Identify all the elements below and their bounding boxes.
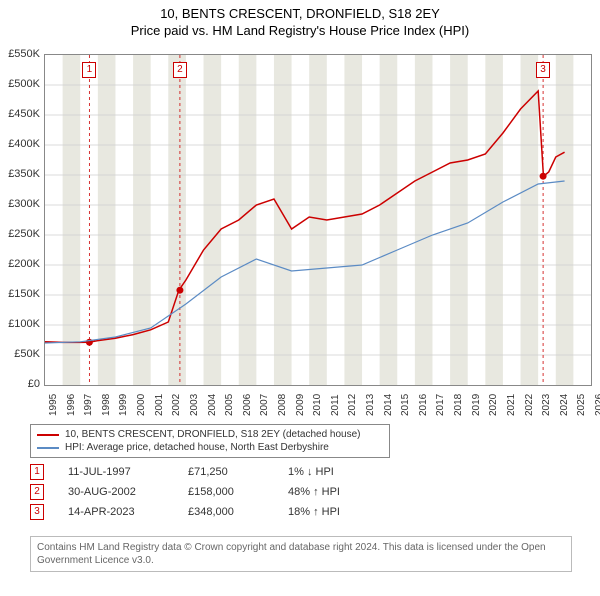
y-axis-tick-label: £400K	[0, 138, 40, 150]
transaction-date: 11-JUL-1997	[68, 466, 188, 478]
chart-plot-area	[44, 54, 592, 386]
x-axis-tick-label: 2026	[594, 394, 600, 416]
y-axis-tick-label: £150K	[0, 288, 40, 300]
y-axis-tick-label: £50K	[0, 348, 40, 360]
transaction-row: 1 11-JUL-1997£71,2501% ↓ HPI	[30, 462, 572, 482]
transactions-table: 1 11-JUL-1997£71,2501% ↓ HPI 2 30-AUG-2002£…	[30, 462, 572, 522]
x-axis-tick-label: 2013	[365, 394, 376, 416]
y-axis-tick-label: £0	[0, 378, 40, 390]
x-axis-tick-label: 2006	[242, 394, 253, 416]
x-axis-tick-label: 1995	[48, 394, 59, 416]
x-axis-tick-label: 2019	[471, 394, 482, 416]
x-axis-tick-label: 2004	[207, 394, 218, 416]
y-axis-tick-label: £350K	[0, 168, 40, 180]
x-axis-tick-label: 2016	[418, 394, 429, 416]
chart-svg	[45, 55, 591, 385]
y-axis-tick-label: £250K	[0, 228, 40, 240]
x-axis-tick-label: 2008	[277, 394, 288, 416]
y-axis-tick-label: £500K	[0, 78, 40, 90]
legend-swatch-1	[37, 447, 59, 449]
x-axis-tick-label: 2017	[435, 394, 446, 416]
x-axis-tick-label: 2022	[524, 394, 535, 416]
x-axis-tick-label: 2021	[506, 394, 517, 416]
x-axis-tick-label: 2007	[259, 394, 270, 416]
x-axis-tick-label: 2024	[559, 394, 570, 416]
x-axis-tick-label: 1999	[118, 394, 129, 416]
x-axis-tick-label: 2012	[347, 394, 358, 416]
chart-subtitle: Price paid vs. HM Land Registry's House …	[0, 23, 600, 38]
transaction-pct: 48% ↑ HPI	[288, 486, 408, 498]
x-axis-tick-label: 1997	[83, 394, 94, 416]
y-axis-tick-label: £550K	[0, 48, 40, 60]
transaction-price: £348,000	[188, 506, 288, 518]
y-axis-tick-label: £100K	[0, 318, 40, 330]
x-axis-tick-label: 2002	[171, 394, 182, 416]
transaction-marker: 3	[536, 62, 550, 78]
transaction-marker: 1	[82, 62, 96, 78]
x-axis-tick-label: 2003	[189, 394, 200, 416]
transaction-date: 30-AUG-2002	[68, 486, 188, 498]
x-axis-tick-label: 2005	[224, 394, 235, 416]
transaction-marker: 2	[173, 62, 187, 78]
transaction-date: 14-APR-2023	[68, 506, 188, 518]
x-axis-tick-label: 2011	[330, 394, 341, 416]
transaction-price: £71,250	[188, 466, 288, 478]
transaction-row: 3 14-APR-2023£348,00018% ↑ HPI	[30, 502, 572, 522]
transaction-num: 3	[30, 504, 44, 520]
x-axis-tick-label: 2014	[383, 394, 394, 416]
y-axis-tick-label: £450K	[0, 108, 40, 120]
transaction-pct: 1% ↓ HPI	[288, 466, 408, 478]
transaction-pct: 18% ↑ HPI	[288, 506, 408, 518]
y-axis-tick-label: £300K	[0, 198, 40, 210]
legend-label-0: 10, BENTS CRESCENT, DRONFIELD, S18 2EY (…	[65, 429, 361, 440]
x-axis-tick-label: 2023	[541, 394, 552, 416]
legend-item-series-0: 10, BENTS CRESCENT, DRONFIELD, S18 2EY (…	[37, 428, 383, 441]
transaction-num: 1	[30, 464, 44, 480]
x-axis-tick-label: 2009	[295, 394, 306, 416]
transaction-row: 2 30-AUG-2002£158,00048% ↑ HPI	[30, 482, 572, 502]
legend-swatch-0	[37, 434, 59, 436]
legend: 10, BENTS CRESCENT, DRONFIELD, S18 2EY (…	[30, 424, 390, 458]
transaction-num: 2	[30, 484, 44, 500]
attribution-text: Contains HM Land Registry data © Crown c…	[30, 536, 572, 572]
x-axis-tick-label: 2001	[154, 394, 165, 416]
x-axis-tick-label: 2000	[136, 394, 147, 416]
x-axis-tick-label: 2025	[576, 394, 587, 416]
x-axis-tick-label: 1998	[101, 394, 112, 416]
legend-item-series-1: HPI: Average price, detached house, Nort…	[37, 441, 383, 454]
chart-title: 10, BENTS CRESCENT, DRONFIELD, S18 2EY	[0, 6, 600, 21]
legend-label-1: HPI: Average price, detached house, Nort…	[65, 442, 329, 453]
transaction-price: £158,000	[188, 486, 288, 498]
x-axis-tick-label: 2018	[453, 394, 464, 416]
x-axis-tick-label: 1996	[66, 394, 77, 416]
x-axis-tick-label: 2020	[488, 394, 499, 416]
x-axis-tick-label: 2015	[400, 394, 411, 416]
x-axis-tick-label: 2010	[312, 394, 323, 416]
y-axis-tick-label: £200K	[0, 258, 40, 270]
